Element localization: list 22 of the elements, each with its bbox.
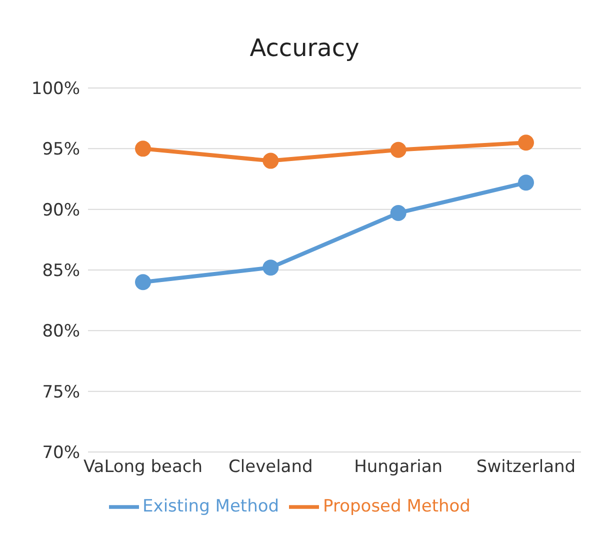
y-tick-label: 85% — [42, 261, 80, 282]
point — [518, 134, 534, 151]
y-tick-label: 80% — [42, 322, 80, 342]
x-tick-label: Hungarian — [354, 457, 443, 478]
point — [135, 274, 151, 290]
point — [390, 204, 406, 221]
x-tick-label: Cleveland — [228, 457, 313, 478]
point — [390, 142, 406, 158]
point — [518, 174, 534, 191]
point — [262, 260, 279, 276]
legend-label: Proposed Method — [323, 496, 470, 517]
legend-label: Existing Method — [142, 496, 280, 517]
x-tick-label: VaLong beach — [83, 457, 203, 478]
y-tick-label: 90% — [42, 200, 80, 220]
chart-title: Accuracy — [248, 33, 360, 64]
point — [262, 152, 279, 169]
y-tick-label: 95% — [42, 140, 80, 160]
y-tick-label: 100% — [31, 79, 80, 100]
point — [135, 140, 151, 157]
y-tick-label: 70% — [42, 443, 80, 464]
y-tick-label: 75% — [42, 382, 80, 402]
x-tick-label: Switzerland — [476, 457, 576, 478]
